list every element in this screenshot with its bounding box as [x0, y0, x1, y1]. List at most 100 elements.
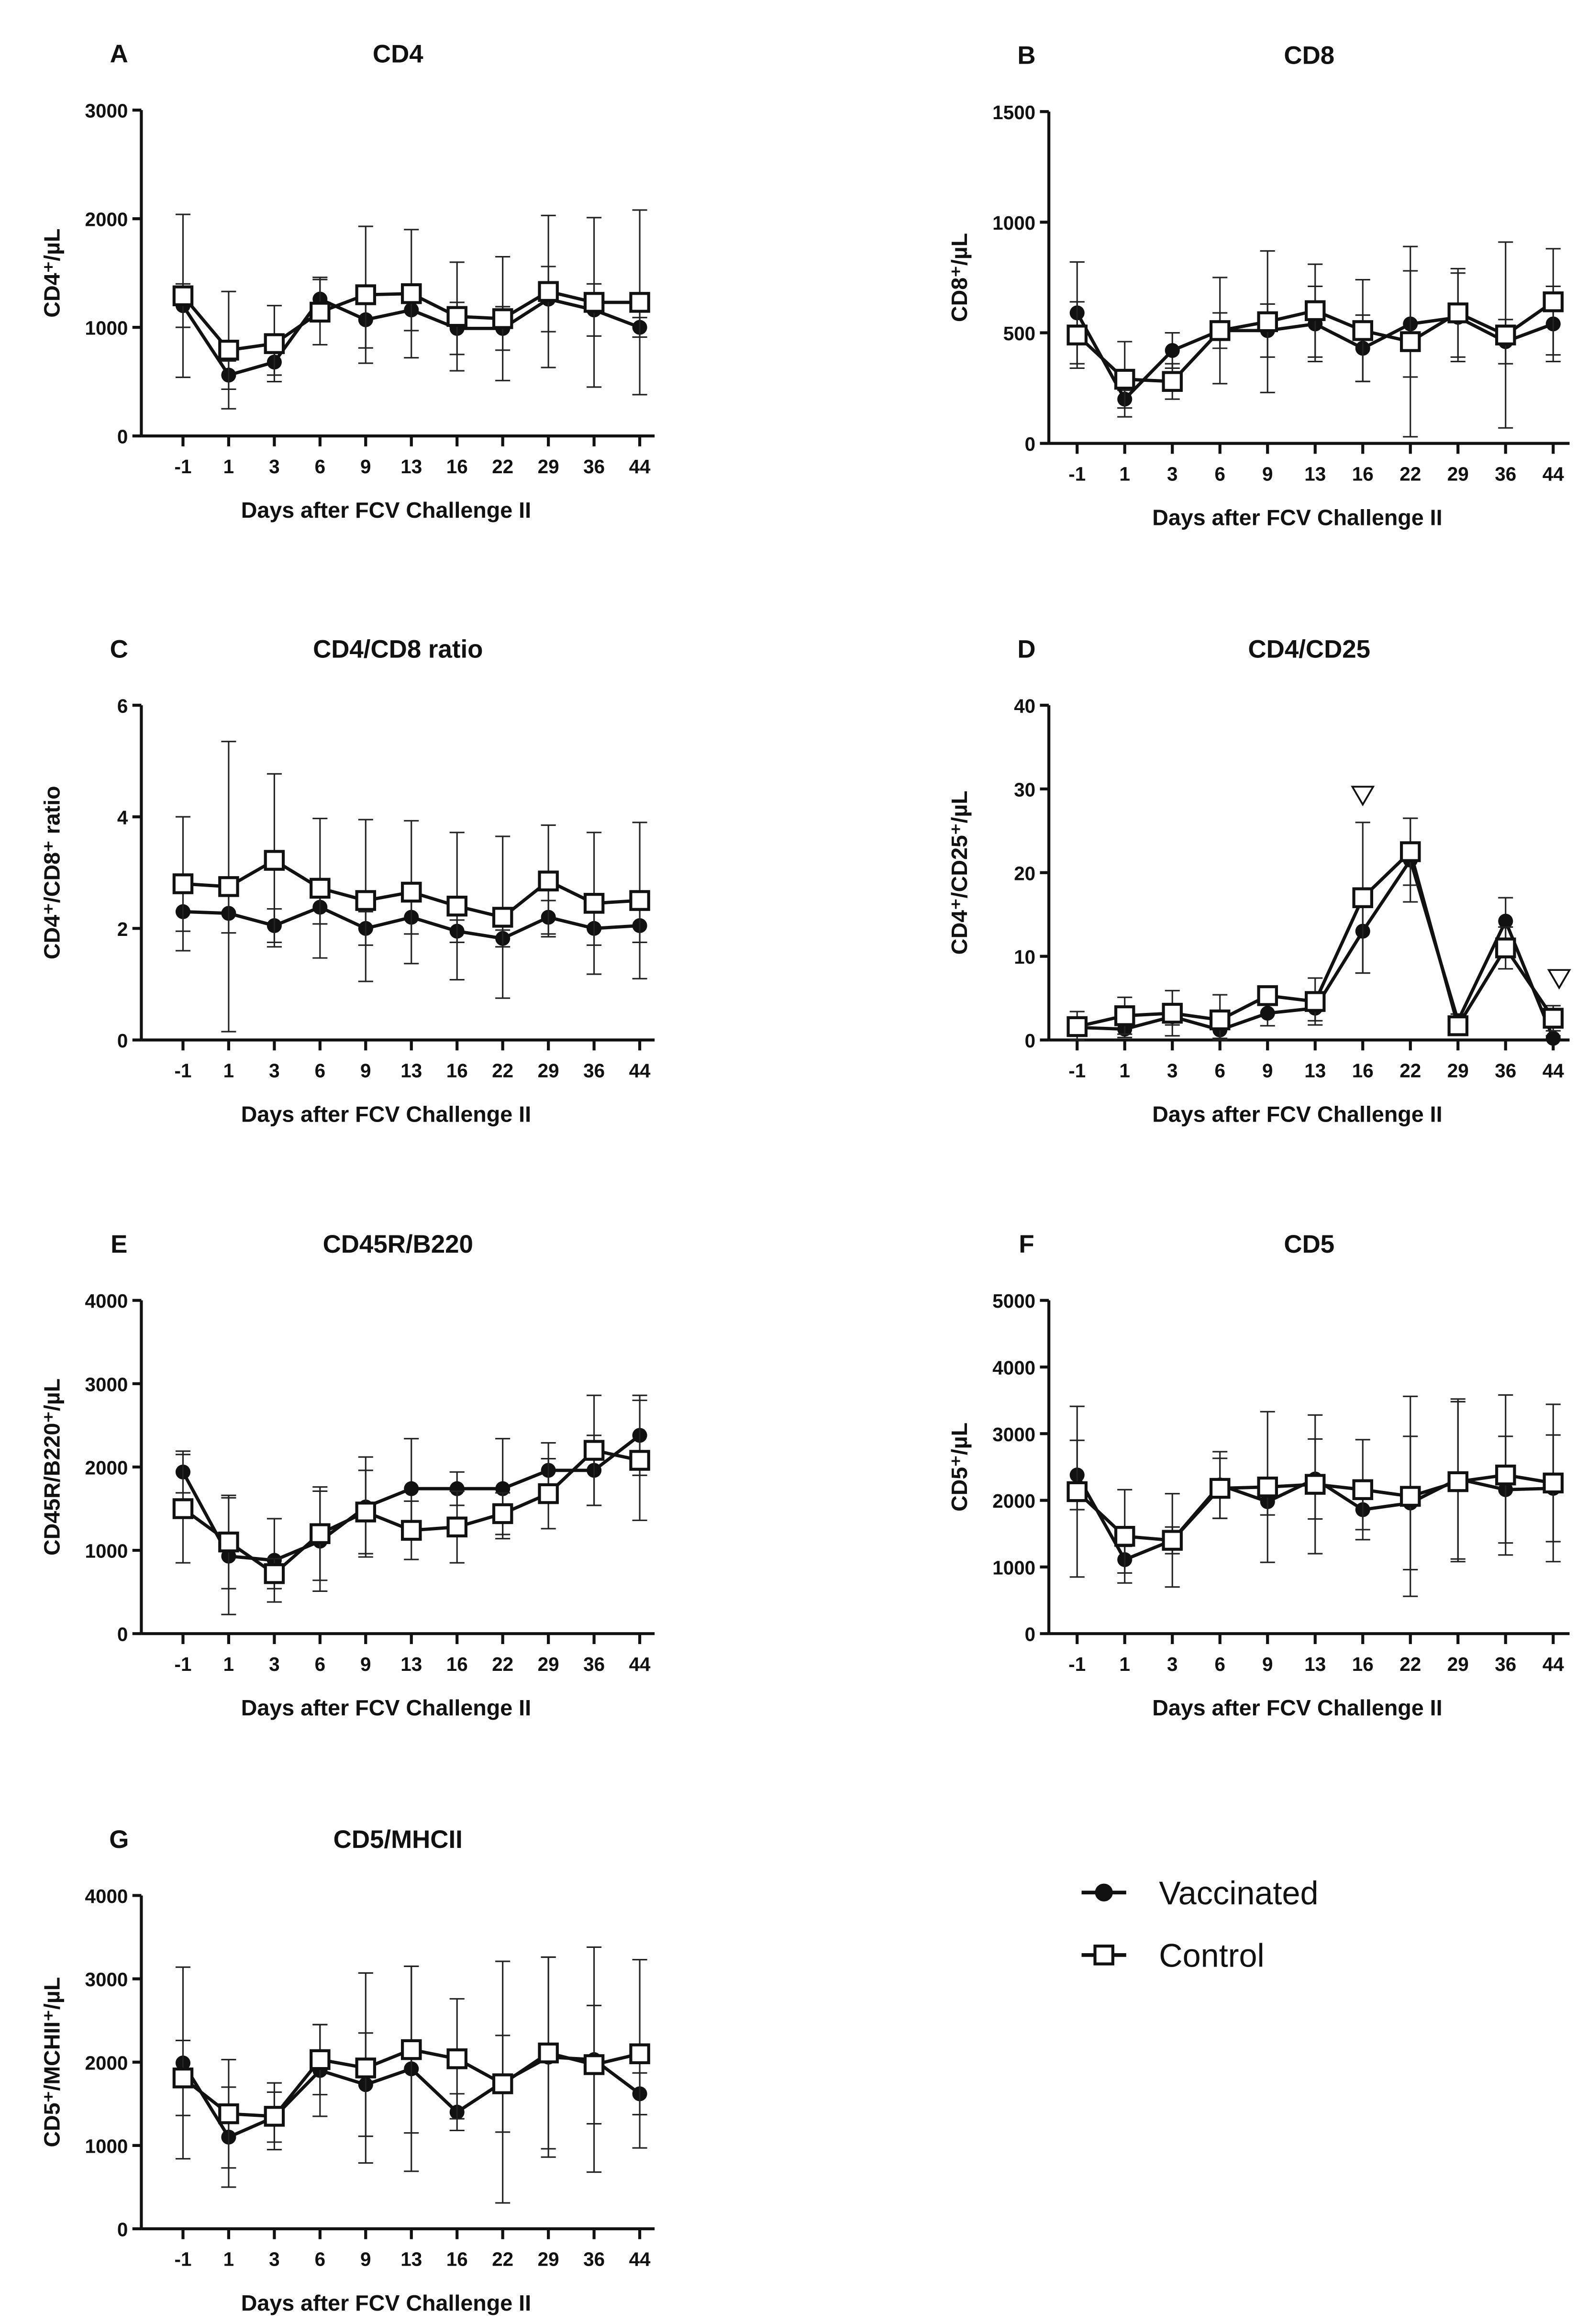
- data-point: [1162, 1530, 1183, 1551]
- data-point: [446, 306, 467, 327]
- data-point: [1399, 1486, 1421, 1507]
- y-tick-label: 0: [1025, 1030, 1035, 1052]
- x-tick-label: 9: [360, 456, 371, 478]
- x-tick-label: 9: [360, 2248, 371, 2270]
- data-point: [355, 284, 377, 305]
- data-point: [1257, 311, 1278, 333]
- data-point: [400, 283, 422, 304]
- data-point: [1162, 371, 1183, 392]
- x-tick-label: 36: [583, 456, 605, 478]
- x-tick-label: 3: [269, 2248, 279, 2270]
- data-point: [1114, 368, 1135, 390]
- x-tick-label: 44: [629, 1653, 651, 1675]
- x-tick-label: 16: [446, 456, 468, 478]
- x-tick-label: 13: [400, 456, 422, 478]
- y-tick-label: 5000: [992, 1290, 1035, 1312]
- y-tick-label: 1000: [85, 2135, 128, 2157]
- legend: Vaccinated Control: [1081, 1875, 1319, 1974]
- x-tick-label: -1: [1068, 1653, 1086, 1675]
- x-tick-label: 1: [1119, 463, 1130, 485]
- data-point: [172, 285, 194, 307]
- x-tick-label: 29: [538, 2248, 559, 2270]
- x-tick-label: 22: [492, 1653, 513, 1675]
- x-axis-label: Days after FCV Challenge II: [1152, 1695, 1442, 1720]
- data-point: [538, 281, 559, 302]
- data-point: [355, 1501, 377, 1523]
- x-tick-label: 36: [583, 1653, 605, 1675]
- data-point: [264, 1563, 285, 1584]
- data-point: [583, 893, 605, 914]
- data-point: [355, 2057, 377, 2079]
- data-point: [1304, 1474, 1326, 1495]
- y-tick-label: 0: [117, 1623, 128, 1646]
- data-point: [1352, 887, 1374, 908]
- data-point: [449, 1481, 465, 1496]
- x-tick-label: 1: [1119, 1653, 1130, 1675]
- x-tick-label: 1: [223, 2248, 234, 2270]
- x-axis-label: Days after FCV Challenge II: [241, 2291, 531, 2315]
- data-point: [538, 1483, 559, 1504]
- data-point: [1545, 1031, 1561, 1046]
- data-point: [218, 2103, 239, 2124]
- data-point: [538, 870, 559, 891]
- data-point: [583, 292, 605, 313]
- x-tick-label: 13: [400, 1653, 422, 1675]
- y-tick-label: 10: [1014, 946, 1035, 968]
- y-tick-label: 3000: [992, 1423, 1035, 1446]
- chart-title: CD5/MHCII: [333, 1825, 463, 1854]
- x-tick-label: 16: [1352, 463, 1374, 485]
- data-point: [1543, 1008, 1564, 1029]
- data-point: [310, 2049, 331, 2070]
- x-tick-label: 29: [538, 1059, 559, 1081]
- x-tick-label: -1: [174, 2248, 191, 2270]
- panel-letter: F: [1019, 1230, 1034, 1258]
- data-point: [400, 881, 422, 903]
- data-point: [310, 301, 331, 323]
- legend-item-control: Control: [1081, 1938, 1265, 1974]
- x-tick-label: 9: [360, 1653, 371, 1675]
- y-tick-label: 1000: [992, 212, 1035, 234]
- x-tick-label: 13: [1304, 1059, 1326, 1081]
- data-point: [583, 1440, 605, 1461]
- x-tick-label: 16: [446, 1653, 468, 1675]
- data-point: [1352, 320, 1374, 341]
- chart-title: CD8: [1284, 42, 1334, 70]
- x-axis-label: Days after FCV Challenge II: [1152, 1102, 1442, 1127]
- x-tick-label: 36: [1495, 463, 1516, 485]
- x-axis-label: Days after FCV Challenge II: [1152, 505, 1442, 530]
- panel-letter: D: [1017, 635, 1035, 663]
- x-tick-label: 1: [1119, 1059, 1130, 1081]
- data-point: [404, 1481, 419, 1496]
- y-axis-label: CD5⁺/MCHII⁺/µL: [39, 1977, 64, 2147]
- x-tick-label: 44: [1543, 1653, 1564, 1675]
- y-tick-label: 2000: [85, 1457, 128, 1479]
- x-tick-label: 9: [1262, 1653, 1273, 1675]
- data-point: [1066, 1481, 1088, 1502]
- data-point: [400, 1520, 422, 1541]
- y-tick-label: 20: [1014, 862, 1035, 884]
- legend-item-vaccinated: Vaccinated: [1081, 1875, 1319, 1912]
- data-point: [1304, 991, 1326, 1012]
- y-tick-label: 4000: [85, 1885, 128, 1907]
- x-tick-label: -1: [1068, 1059, 1086, 1081]
- x-tick-label: 22: [492, 1059, 513, 1081]
- data-point: [1209, 320, 1231, 341]
- y-tick-label: 1500: [992, 101, 1035, 123]
- significance-triangle-icon: [1351, 786, 1375, 807]
- x-tick-label: 22: [492, 456, 513, 478]
- x-tick-label: 9: [1262, 1059, 1273, 1081]
- data-point: [172, 1498, 194, 1519]
- y-tick-label: 1000: [85, 1540, 128, 1562]
- series-control: [1066, 241, 1564, 438]
- data-point: [218, 340, 239, 361]
- data-point: [310, 1523, 331, 1545]
- data-point: [1543, 291, 1564, 312]
- panel-letter: E: [111, 1230, 127, 1258]
- data-point: [1257, 985, 1278, 1006]
- series-control: [1066, 817, 1564, 1041]
- x-tick-label: 44: [1543, 1059, 1564, 1081]
